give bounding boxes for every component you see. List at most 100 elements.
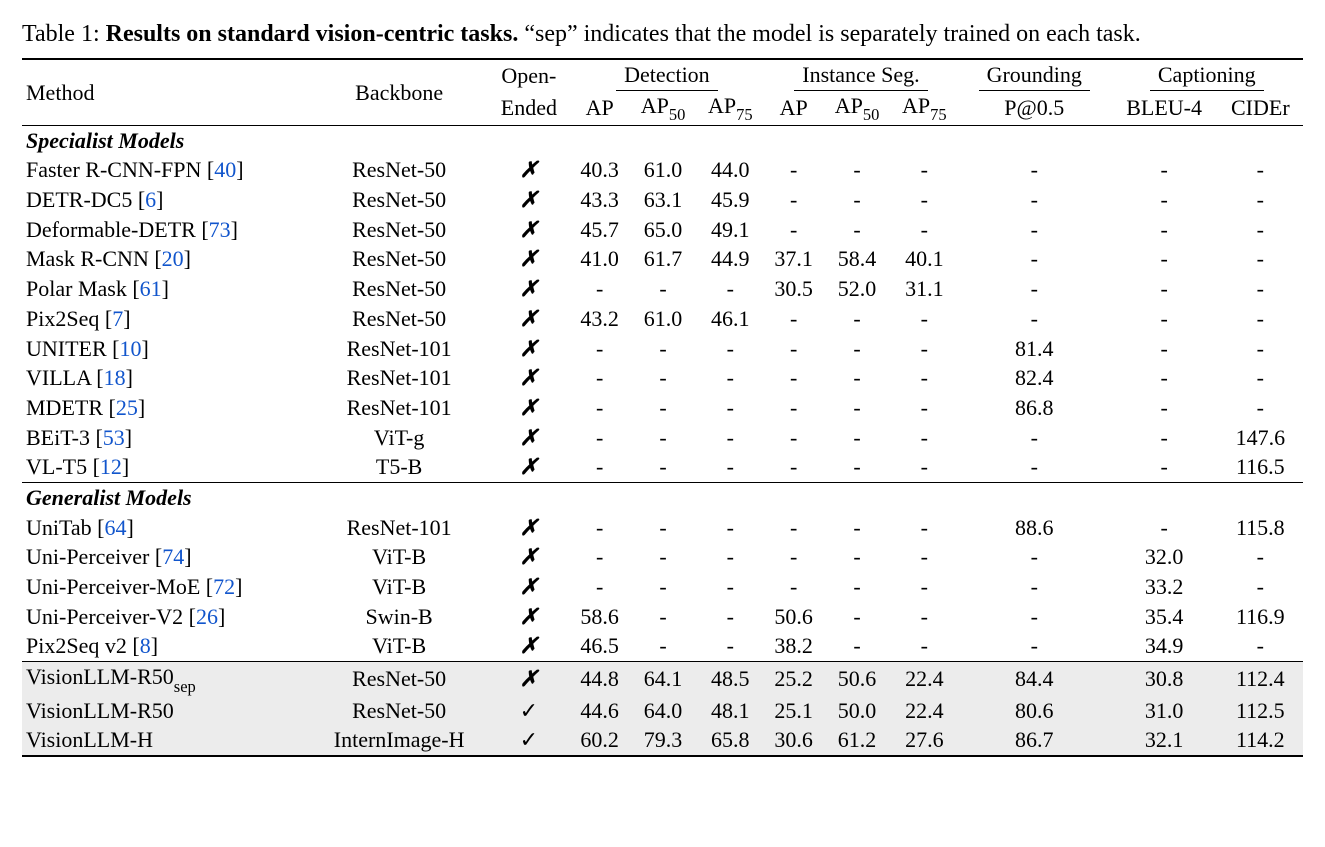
value-cell: - xyxy=(570,363,629,393)
backbone-cell: ResNet-50 xyxy=(310,696,487,726)
value-cell: - xyxy=(1218,244,1303,274)
backbone-cell: ResNet-50 xyxy=(310,185,487,215)
value-cell: - xyxy=(958,423,1111,453)
value-cell: - xyxy=(823,602,890,632)
method-cell: VisionLLM-R50 xyxy=(22,696,310,726)
value-cell: 52.0 xyxy=(823,274,890,304)
value-cell: - xyxy=(697,423,764,453)
value-cell: 116.9 xyxy=(1218,602,1303,632)
value-cell: - xyxy=(958,572,1111,602)
backbone-cell: ViT-B xyxy=(310,631,487,661)
value-cell: - xyxy=(764,542,823,572)
value-cell: 61.7 xyxy=(629,244,696,274)
col-seg-ap: AP xyxy=(764,91,823,125)
value-cell: - xyxy=(1111,304,1218,334)
value-cell: 64.1 xyxy=(629,662,696,696)
value-cell: - xyxy=(570,542,629,572)
value-cell: 38.2 xyxy=(764,631,823,661)
value-cell: - xyxy=(1218,542,1303,572)
value-cell: - xyxy=(764,513,823,543)
value-cell: - xyxy=(823,542,890,572)
value-cell: - xyxy=(764,363,823,393)
method-cell: Uni-Perceiver [74] xyxy=(22,542,310,572)
value-cell: - xyxy=(958,185,1111,215)
value-cell: - xyxy=(764,423,823,453)
value-cell: - xyxy=(891,334,958,364)
value-cell: 40.1 xyxy=(891,244,958,274)
value-cell: - xyxy=(891,155,958,185)
value-cell: - xyxy=(570,513,629,543)
col-cap-cider: CIDEr xyxy=(1218,91,1303,125)
value-cell: 44.0 xyxy=(697,155,764,185)
method-cell: DETR-DC5 [6] xyxy=(22,185,310,215)
value-cell: - xyxy=(1218,155,1303,185)
method-cell: Pix2Seq [7] xyxy=(22,304,310,334)
openended-cell: ✗ xyxy=(488,513,570,543)
value-cell: 44.8 xyxy=(570,662,629,696)
method-cell: BEiT-3 [53] xyxy=(22,423,310,453)
value-cell: 116.5 xyxy=(1218,452,1303,482)
value-cell: 79.3 xyxy=(629,725,696,756)
col-openended-top: Open- xyxy=(488,59,570,91)
value-cell: - xyxy=(764,334,823,364)
value-cell: 32.1 xyxy=(1111,725,1218,756)
caption-prefix: Table 1: xyxy=(22,21,106,47)
value-cell: 35.4 xyxy=(1111,602,1218,632)
value-cell: - xyxy=(629,334,696,364)
value-cell: - xyxy=(958,602,1111,632)
col-backbone: Backbone xyxy=(310,59,487,125)
backbone-cell: ViT-g xyxy=(310,423,487,453)
value-cell: 58.4 xyxy=(823,244,890,274)
value-cell: - xyxy=(697,513,764,543)
openended-cell: ✗ xyxy=(488,155,570,185)
value-cell: 65.8 xyxy=(697,725,764,756)
value-cell: - xyxy=(570,274,629,304)
method-cell: Uni-Perceiver-V2 [26] xyxy=(22,602,310,632)
backbone-cell: ResNet-50 xyxy=(310,244,487,274)
value-cell: - xyxy=(958,542,1111,572)
method-cell: Polar Mask [61] xyxy=(22,274,310,304)
openended-cell: ✗ xyxy=(488,452,570,482)
openended-cell: ✗ xyxy=(488,334,570,364)
caption-bold: Results on standard vision-centric tasks… xyxy=(106,21,519,47)
value-cell: - xyxy=(1218,334,1303,364)
value-cell: - xyxy=(1111,423,1218,453)
value-cell: 34.9 xyxy=(1111,631,1218,661)
value-cell: - xyxy=(1111,452,1218,482)
value-cell: 86.7 xyxy=(958,725,1111,756)
value-cell: - xyxy=(764,304,823,334)
openended-cell: ✓ xyxy=(488,696,570,726)
method-cell: VisionLLM-H xyxy=(22,725,310,756)
value-cell: 48.5 xyxy=(697,662,764,696)
value-cell: - xyxy=(764,215,823,245)
value-cell: 86.8 xyxy=(958,393,1111,423)
col-group-grounding: Grounding xyxy=(958,59,1111,91)
value-cell: - xyxy=(1218,304,1303,334)
value-cell: 33.2 xyxy=(1111,572,1218,602)
value-cell: 84.4 xyxy=(958,662,1111,696)
value-cell: - xyxy=(823,452,890,482)
value-cell: - xyxy=(891,363,958,393)
openended-cell: ✗ xyxy=(488,631,570,661)
value-cell: 44.6 xyxy=(570,696,629,726)
method-cell: Mask R-CNN [20] xyxy=(22,244,310,274)
value-cell: - xyxy=(1111,244,1218,274)
backbone-cell: ResNet-101 xyxy=(310,513,487,543)
value-cell: - xyxy=(1218,572,1303,602)
section-specialist: Specialist Models xyxy=(22,125,1303,155)
value-cell: 60.2 xyxy=(570,725,629,756)
value-cell: - xyxy=(958,452,1111,482)
col-group-instanceseg: Instance Seg. xyxy=(764,59,958,91)
method-cell: VILLA [18] xyxy=(22,363,310,393)
value-cell: - xyxy=(823,334,890,364)
value-cell: 40.3 xyxy=(570,155,629,185)
value-cell: - xyxy=(764,452,823,482)
backbone-cell: ResNet-50 xyxy=(310,155,487,185)
value-cell: - xyxy=(891,452,958,482)
value-cell: - xyxy=(1218,215,1303,245)
method-cell: Pix2Seq v2 [8] xyxy=(22,631,310,661)
value-cell: 45.7 xyxy=(570,215,629,245)
results-table: Method Backbone Open- Detection Instance… xyxy=(22,58,1303,757)
col-cap-bleu: BLEU-4 xyxy=(1111,91,1218,125)
value-cell: 61.2 xyxy=(823,725,890,756)
